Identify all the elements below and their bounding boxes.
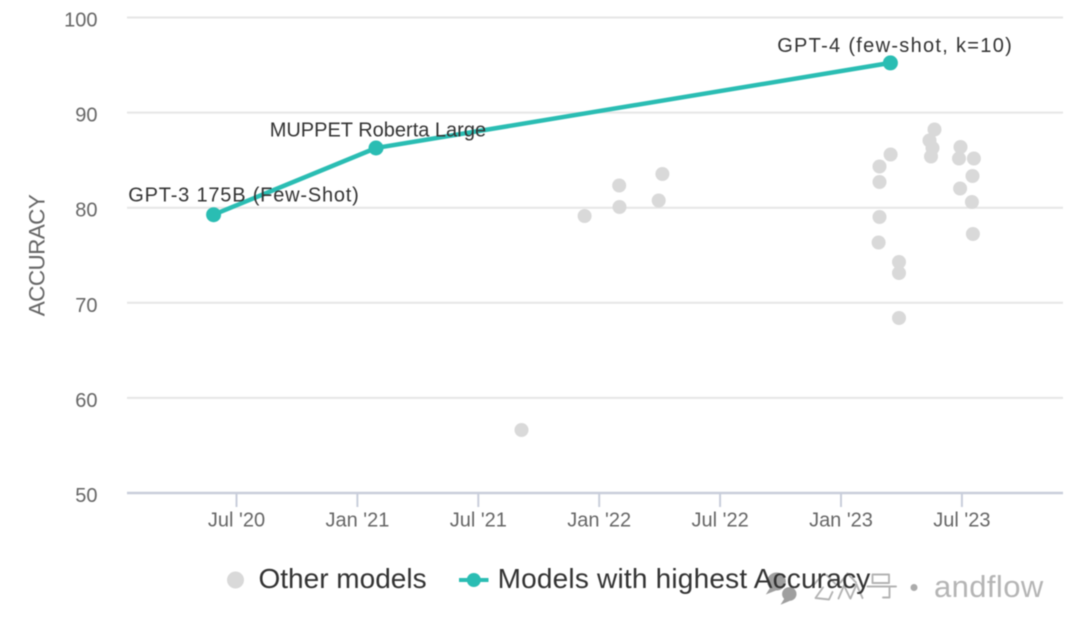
svg-text:Jul '23: Jul '23 [933, 510, 990, 532]
svg-text:Other models: Other models [259, 563, 427, 594]
svg-text:GPT-4 (few-shot, k=10): GPT-4 (few-shot, k=10) [777, 35, 1013, 57]
svg-text:MUPPET Roberta Large: MUPPET Roberta Large [270, 119, 486, 141]
svg-text:70: 70 [75, 295, 97, 317]
svg-text:90: 90 [75, 105, 97, 127]
svg-text:GPT-3 175B (Few-Shot): GPT-3 175B (Few-Shot) [128, 185, 359, 207]
svg-text:andflow: andflow [934, 569, 1044, 604]
svg-text:80: 80 [75, 200, 97, 222]
svg-text:Jan '21: Jan '21 [325, 510, 389, 532]
svg-text:Jul '22: Jul '22 [692, 510, 749, 532]
svg-text:Jan '22: Jan '22 [567, 510, 631, 532]
svg-text:Models with highest Accuracy: Models with highest Accuracy [498, 563, 871, 594]
svg-text:Jan '23: Jan '23 [809, 510, 873, 532]
svg-text:60: 60 [75, 390, 97, 412]
svg-text:50: 50 [75, 485, 97, 507]
svg-text:Jul '21: Jul '21 [450, 510, 507, 532]
svg-text:100: 100 [64, 10, 97, 32]
svg-text:ACCURACY: ACCURACY [25, 194, 50, 316]
svg-text:Jul '20: Jul '20 [208, 510, 265, 532]
